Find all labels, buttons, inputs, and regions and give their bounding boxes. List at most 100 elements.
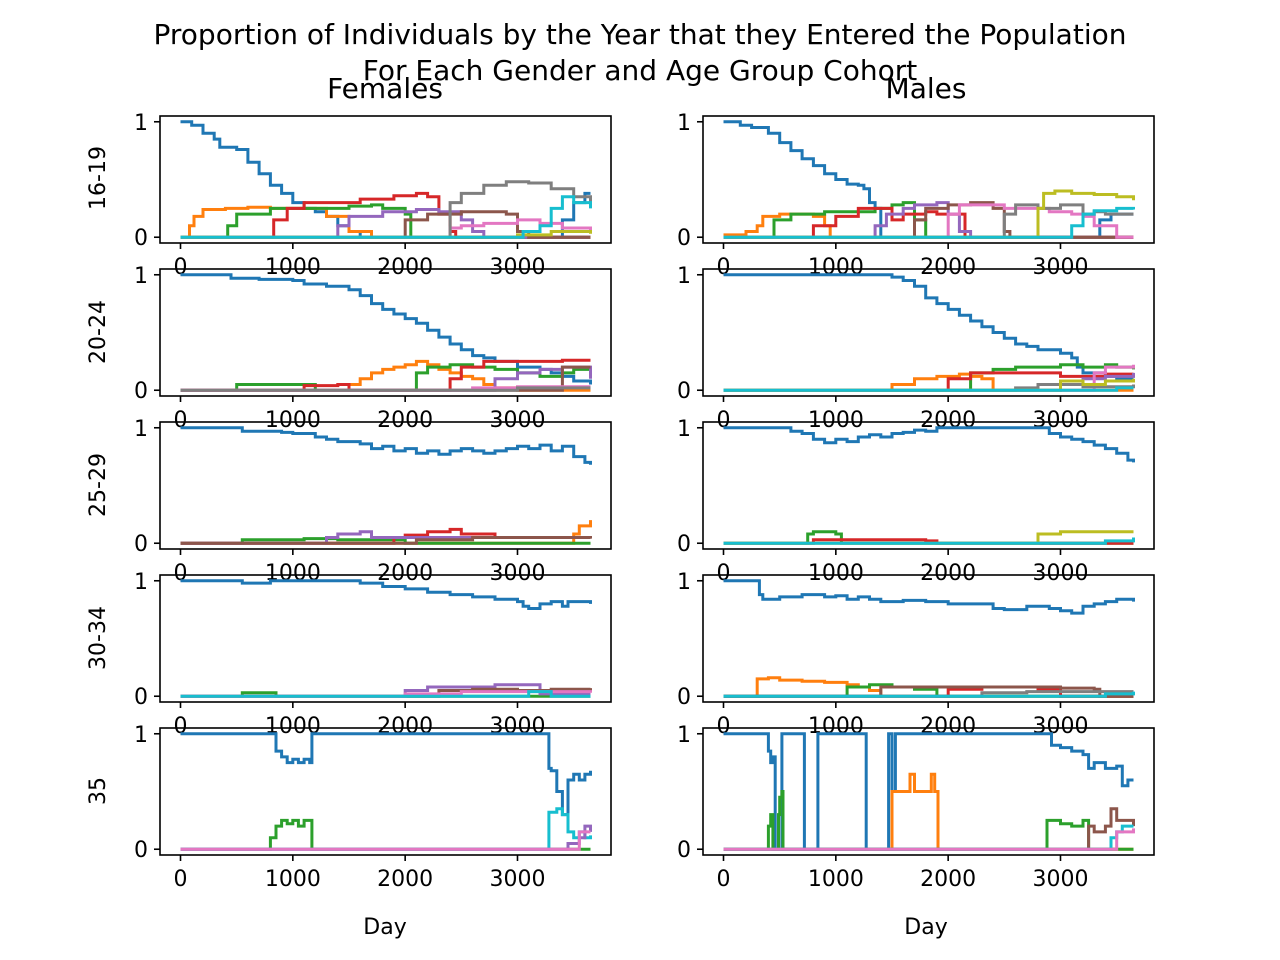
row-label-25-29: 25-29: [86, 453, 111, 517]
panel-females-20-24: 010 1000 2000 3000: [134, 264, 612, 433]
panel-females-25-29-frame: [159, 421, 612, 550]
y-tick-label: 0: [134, 226, 148, 251]
panel-males-30-34-frame: [702, 574, 1155, 703]
panel-males-20-24-series: [723, 273, 1135, 392]
panel-females-25-29-series-line-6: [180, 536, 592, 545]
x-tick-label: 3000: [1032, 561, 1088, 586]
panel-females-16-19-series: [180, 120, 592, 239]
panel-males-20-24-series-line-4: [723, 371, 1134, 392]
panel-males-20-24-series-line-1: [723, 273, 1134, 381]
panel-females-25-29: 010 1000 2000 3000: [134, 417, 612, 586]
x-tick-label: 1000: [265, 867, 321, 892]
x-tick-label: 2000: [377, 408, 433, 433]
y-tick-label: 0: [134, 379, 148, 404]
y-tick-label: 1: [677, 417, 691, 442]
panel-males-30-34-series-line-5: [723, 685, 1134, 698]
y-tick-label: 1: [134, 723, 148, 748]
panel-females-30-34-series-line-1: [180, 579, 592, 610]
panel-females-20-24-series-line-2: [180, 359, 591, 392]
panel-females-35-series-line-3: [180, 807, 592, 851]
panel-males-25-29-series-line-1: [723, 426, 1135, 463]
x-tick-label: 2000: [920, 561, 976, 586]
panel-males-16-19-series-line-3: [723, 201, 1134, 239]
panel-males-30-34-series-line-7: [723, 691, 1135, 698]
x-tick-label: 1000: [808, 408, 864, 433]
panel-females-16-19-series-line-6: [180, 210, 591, 239]
y-tick-label: 1: [677, 570, 691, 595]
panel-males-25-29-series-line-5: [723, 537, 1135, 545]
panel-females-30-34-series: [180, 579, 592, 698]
column-title-females: Females: [327, 72, 443, 105]
panel-females-20-24-series: [180, 273, 592, 392]
y-tick-label: 0: [677, 685, 691, 710]
panel-males-35-series-line-5: [723, 824, 1134, 851]
row-label-30-34: 30-34: [86, 606, 111, 670]
x-tick-label: 3000: [1032, 867, 1088, 892]
panel-females-35-series: [180, 732, 592, 851]
panel-males-16-19-series-line-10: [723, 206, 1135, 239]
x-tick-label: 2000: [920, 255, 976, 280]
y-tick-label: 1: [134, 264, 148, 289]
panel-females-16-19-series-line-10: [180, 195, 592, 239]
x-axis-label-females: Day: [363, 915, 406, 940]
panel-males-16-19: 010 1000 2000 3000: [677, 111, 1155, 280]
y-tick-label: 0: [134, 532, 148, 557]
panel-females-30-34-series-line-6: [180, 690, 591, 698]
column-title-males: Males: [886, 72, 967, 105]
panel-males-20-24-frame: [702, 268, 1155, 397]
panel-males-30-34-series: [723, 579, 1135, 698]
x-tick-label: 0: [174, 867, 188, 892]
panel-males-35: 0 1 0 1000 2000 3000: [677, 723, 1155, 892]
panel-females-16-19: 010 1000 2000 3000: [134, 111, 612, 280]
row-label-20-24: 20-24: [86, 300, 111, 364]
x-tick-label: 0: [717, 867, 731, 892]
panel-females-35-frame: [159, 727, 612, 856]
y-tick-label: 0: [677, 532, 691, 557]
panel-males-20-24: 010 1000 2000 3000: [677, 264, 1155, 433]
panel-males-20-24-series-line-9: [723, 386, 1134, 392]
y-tick-label: 1: [677, 264, 691, 289]
panel-males-20-24-series-line-2: [723, 372, 1134, 392]
panel-males-16-19-frame: [702, 115, 1155, 244]
y-tick-label: 0: [677, 226, 691, 251]
x-tick-label: 3000: [489, 408, 545, 433]
panel-males-25-29-series: [723, 426, 1135, 545]
panel-females-30-34: 010 1000 2000 3000: [134, 570, 612, 739]
x-tick-label: 3000: [489, 255, 545, 280]
y-tick-label: 1: [677, 723, 691, 748]
y-tick-label: 1: [134, 417, 148, 442]
x-tick-label: 1000: [265, 408, 321, 433]
panel-females-16-19-series-line-8: [180, 180, 592, 239]
panel-males-35-frame: [702, 727, 1155, 856]
x-tick-label: 2000: [377, 255, 433, 280]
panel-males-35-series-line-2: [723, 772, 1134, 851]
panel-males-16-19-series-line-9: [723, 189, 1135, 239]
panel-females-30-34-frame: [159, 574, 612, 703]
x-tick-label: 3000: [489, 561, 545, 586]
y-tick-label: 1: [677, 111, 691, 136]
panel-males-25-29-frame: [702, 421, 1155, 550]
panel-females-35-series-line-1: [180, 732, 592, 817]
x-tick-label: 2000: [920, 867, 976, 892]
y-tick-label: 1: [134, 111, 148, 136]
panel-males-35-series-line-6: [723, 828, 1135, 851]
panel-females-20-24-series-line-4: [180, 358, 591, 392]
panel-males-35-series-line-3: [723, 790, 1134, 851]
panel-females-35-series-line-2: [180, 818, 591, 851]
x-tick-label: 1000: [265, 255, 321, 280]
panel-males-35-series: [723, 732, 1135, 851]
panel-females-35: 0 1 0 1000 2000 3000: [134, 723, 612, 892]
panel-females-16-19-frame: [159, 115, 612, 244]
panel-females-20-24-series-line-8: [180, 386, 591, 392]
panel-females-25-29-series-line-1: [180, 426, 592, 465]
figure-title-line1: Proportion of Individuals by the Year th…: [154, 18, 1127, 51]
panel-males-30-34-series-line-1: [723, 579, 1135, 615]
y-tick-label: 0: [134, 838, 148, 863]
x-tick-label: 3000: [1032, 255, 1088, 280]
x-tick-label: 2000: [377, 561, 433, 586]
y-tick-label: 1: [134, 570, 148, 595]
panel-males-35-series-line-4: [723, 807, 1135, 851]
figure-title-line2: For Each Gender and Age Group Cohort: [363, 54, 917, 87]
